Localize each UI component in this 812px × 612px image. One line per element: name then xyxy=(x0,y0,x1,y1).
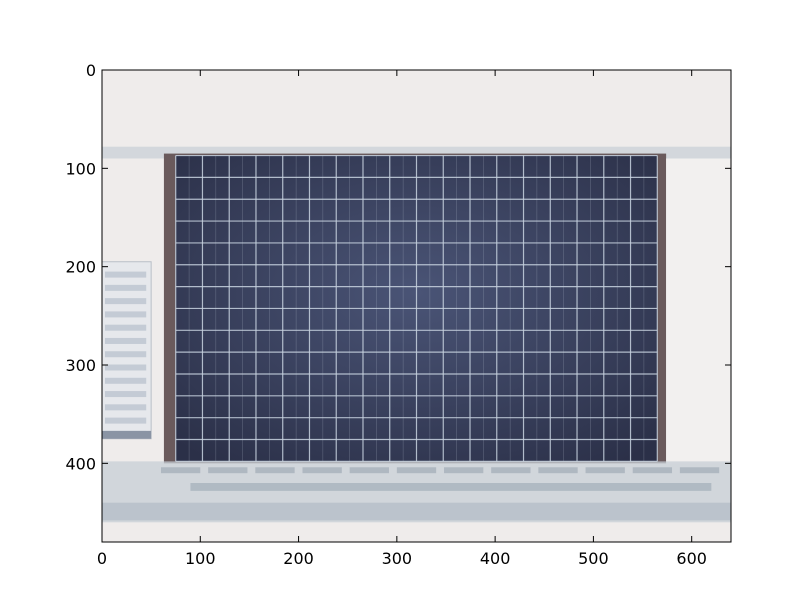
y-tick-label: 400 xyxy=(65,454,96,473)
x-tick-label: 100 xyxy=(185,549,216,568)
tab-strip-item xyxy=(632,467,673,474)
side-panel-row xyxy=(104,337,147,344)
side-panel-row xyxy=(104,404,147,411)
tab-strip-item xyxy=(679,467,720,474)
side-panel-row xyxy=(104,377,147,384)
monitor-toolbar xyxy=(102,146,731,159)
side-panel-row xyxy=(104,284,147,291)
tab-strip-item xyxy=(160,467,201,474)
x-tick-label: 600 xyxy=(676,549,707,568)
side-panel-row xyxy=(104,324,147,331)
tab-strip-item xyxy=(208,467,248,474)
side-panel-row xyxy=(104,351,147,358)
side-panel-row xyxy=(104,417,147,424)
x-tick-label: 300 xyxy=(382,549,413,568)
axes-frame xyxy=(101,69,732,543)
tab-strip-item xyxy=(396,467,437,474)
x-axis: 0 100 200 300 400 500 600 xyxy=(97,70,707,568)
y-tick-label: 200 xyxy=(65,258,96,277)
side-panel-footer xyxy=(102,430,152,439)
tab-strip-item xyxy=(255,467,295,474)
address-bar xyxy=(190,483,712,491)
y-tick-label: 100 xyxy=(65,159,96,178)
tab-strip-item xyxy=(349,467,389,474)
tab-strip-item xyxy=(491,467,531,474)
tab-strip-item xyxy=(585,467,625,474)
right-margin xyxy=(666,158,731,464)
tab-strip-item xyxy=(538,467,578,474)
side-panel-row xyxy=(104,311,147,318)
y-axis: 0 100 200 300 400 xyxy=(65,61,731,473)
photo-image xyxy=(102,70,731,542)
side-panel-row xyxy=(104,391,147,398)
screen-grid xyxy=(175,154,658,462)
y-tick-label: 300 xyxy=(65,356,96,375)
y-tick-label: 0 xyxy=(86,61,96,80)
title-strip xyxy=(102,502,731,521)
x-tick-label: 200 xyxy=(283,549,314,568)
x-tick-label: 0 xyxy=(97,549,107,568)
x-tick-label: 400 xyxy=(480,549,511,568)
side-panel-row xyxy=(104,364,147,371)
side-panel-row xyxy=(104,298,147,305)
x-tick-label: 500 xyxy=(578,549,609,568)
side-panel-row xyxy=(104,271,147,278)
tab-strip-item xyxy=(444,467,484,474)
tab-strip-item xyxy=(302,467,342,474)
